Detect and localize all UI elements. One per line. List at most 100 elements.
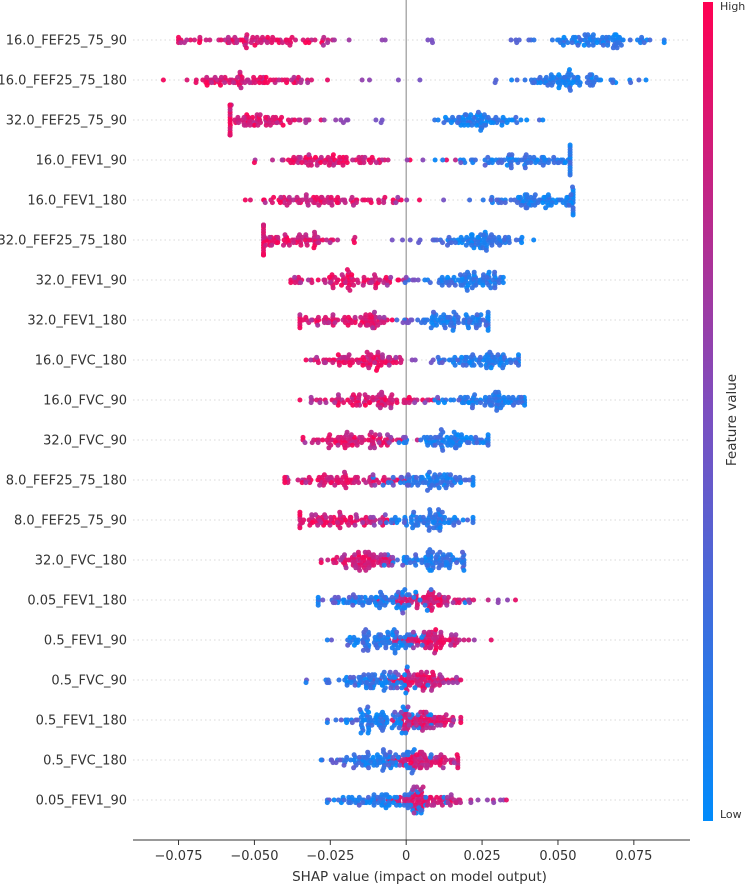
feature-label: 16.0_FEV1_90 — [36, 154, 127, 169]
shap-point — [475, 240, 481, 246]
shap-point — [315, 602, 321, 608]
shap-point — [372, 634, 378, 640]
shap-point — [374, 554, 380, 560]
shap-point — [350, 402, 356, 408]
shap-point — [299, 197, 305, 203]
shap-point — [262, 234, 268, 240]
shap-point — [244, 32, 250, 38]
shap-point — [296, 117, 302, 123]
shap-point — [360, 640, 366, 646]
shap-point — [302, 440, 308, 446]
shap-point — [406, 722, 412, 728]
shap-point — [486, 160, 492, 166]
shap-point — [241, 122, 247, 128]
shap-point — [416, 240, 422, 246]
shap-point — [614, 45, 620, 51]
x-tick-label: 0 — [402, 849, 410, 864]
shap-point — [386, 440, 392, 446]
shap-point — [402, 792, 408, 798]
shap-point — [275, 234, 281, 240]
shap-point — [365, 749, 371, 755]
shap-point — [456, 600, 462, 606]
shap-point — [368, 280, 374, 286]
shap-point — [267, 234, 273, 240]
shap-point — [237, 69, 243, 75]
shap-point — [417, 597, 423, 603]
shap-point — [488, 402, 493, 408]
shap-point — [431, 600, 437, 606]
shap-point — [603, 34, 609, 40]
shap-point — [295, 477, 301, 483]
shap-point — [349, 720, 355, 726]
shap-point — [291, 240, 296, 246]
shap-point — [372, 272, 377, 278]
shap-point — [330, 360, 336, 366]
shap-point — [464, 234, 470, 240]
shap-point — [435, 117, 441, 123]
shap-point — [440, 447, 446, 453]
shap-point — [339, 282, 344, 288]
shap-point — [337, 525, 343, 531]
shap-point — [449, 632, 454, 638]
shap-point — [352, 234, 358, 240]
shap-point — [489, 232, 494, 238]
shap-point — [338, 717, 344, 723]
shap-point — [478, 400, 484, 406]
shap-point — [334, 554, 340, 560]
shap-point — [545, 192, 551, 198]
shap-point — [333, 717, 339, 723]
shap-point — [401, 400, 407, 406]
shap-point — [467, 600, 473, 606]
shap-point — [567, 67, 572, 73]
shap-point — [345, 322, 351, 328]
shap-point — [362, 154, 368, 160]
shap-point — [262, 200, 268, 206]
shap-point — [282, 474, 288, 480]
shap-point — [437, 714, 443, 720]
shap-point — [548, 202, 554, 208]
shap-point — [466, 325, 471, 331]
shap-point — [344, 429, 350, 435]
shap-point — [370, 325, 376, 331]
shap-point — [455, 357, 461, 363]
shap-point — [524, 205, 530, 211]
shap-point — [274, 120, 280, 126]
shap-point — [345, 480, 351, 486]
shap-point — [445, 314, 451, 320]
shap-point — [411, 810, 417, 816]
shap-point — [340, 474, 346, 480]
shap-point — [524, 117, 530, 123]
shap-point — [276, 77, 282, 83]
shap-point — [437, 525, 443, 531]
shap-point — [537, 80, 543, 86]
shap-point — [333, 117, 339, 123]
shap-point — [288, 160, 294, 166]
shap-point — [567, 87, 573, 93]
shap-point — [421, 629, 427, 635]
shap-point — [459, 432, 464, 438]
x-tick-label: −0.050 — [230, 849, 278, 864]
shap-point — [264, 80, 270, 86]
shap-point — [445, 520, 451, 526]
shap-point — [392, 514, 398, 520]
shap-point — [404, 749, 410, 755]
shap-point — [367, 445, 373, 451]
shap-point — [356, 802, 362, 808]
shap-point — [384, 282, 390, 288]
shap-point — [438, 427, 444, 433]
shap-point — [440, 552, 446, 558]
shap-point — [389, 237, 395, 243]
shap-point — [379, 682, 385, 688]
shap-point — [351, 752, 357, 758]
shap-point — [371, 522, 377, 528]
shap-point — [370, 754, 376, 760]
shap-point — [475, 234, 481, 240]
shap-point — [298, 242, 304, 248]
shap-point — [370, 472, 376, 478]
shap-point — [427, 507, 433, 513]
shap-point — [294, 194, 300, 200]
shap-point — [355, 549, 361, 555]
shap-point — [424, 434, 430, 440]
shap-point — [506, 234, 512, 240]
shap-point — [422, 277, 428, 283]
